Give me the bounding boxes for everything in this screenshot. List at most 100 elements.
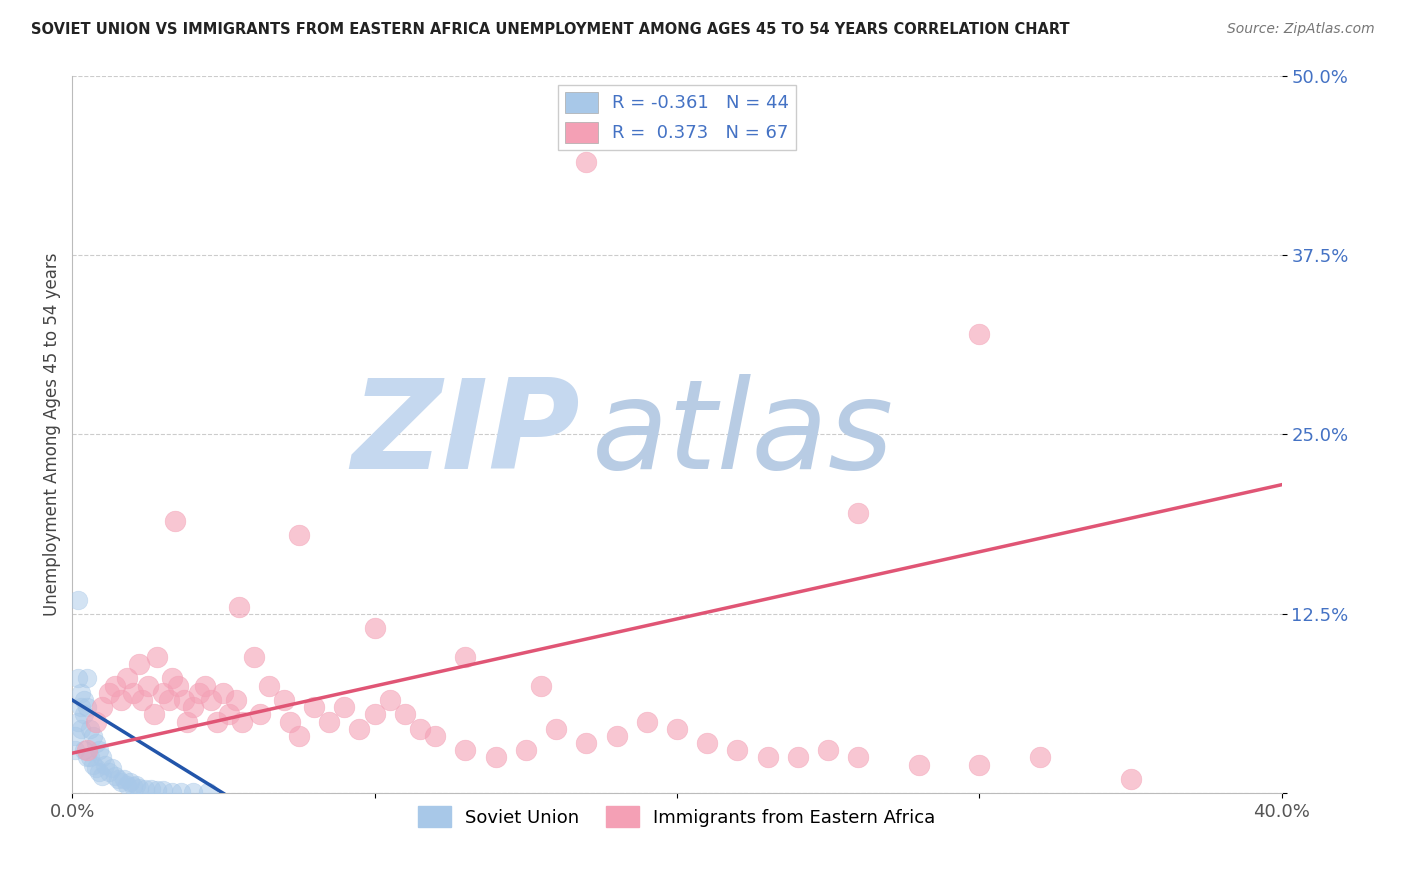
Point [302, 700, 325, 714]
Point [908, 757, 931, 772]
Point [484, 750, 506, 764]
Point [70, 722, 93, 736]
Point [76, 672, 98, 686]
Point [530, 679, 553, 693]
Point [73, 743, 96, 757]
Point [409, 722, 432, 736]
Point [89, 743, 111, 757]
Point [118, 775, 141, 789]
Point [756, 750, 779, 764]
Point [969, 326, 991, 341]
Text: SOVIET UNION VS IMMIGRANTS FROM EASTERN AFRICA UNEMPLOYMENT AMONG AGES 45 TO 54 : SOVIET UNION VS IMMIGRANTS FROM EASTERN … [31, 22, 1070, 37]
Point [848, 507, 870, 521]
Point [848, 750, 870, 764]
Point [91, 769, 114, 783]
Point [152, 783, 174, 797]
Point [242, 650, 264, 665]
Point [97, 686, 120, 700]
Point [257, 679, 280, 693]
Text: ZIP: ZIP [352, 374, 581, 495]
Point [76, 700, 98, 714]
Point [128, 657, 150, 672]
Point [288, 729, 311, 743]
Text: atlas: atlas [592, 374, 894, 495]
Point [82, 757, 104, 772]
Point [134, 782, 156, 797]
Y-axis label: Unemployment Among Ages 45 to 54 years: Unemployment Among Ages 45 to 54 years [44, 252, 60, 616]
Point [79, 722, 101, 736]
Point [454, 650, 477, 665]
Point [787, 750, 810, 764]
Point [228, 599, 250, 614]
Point [94, 757, 117, 772]
Point [67, 592, 90, 607]
Point [363, 707, 385, 722]
Point [89, 764, 111, 779]
Point [212, 686, 235, 700]
Point [278, 714, 301, 729]
Point [110, 693, 132, 707]
Point [125, 778, 148, 792]
Point [131, 693, 153, 707]
Point [200, 693, 222, 707]
Point [333, 700, 356, 714]
Point [79, 750, 101, 764]
Point [225, 693, 247, 707]
Point [176, 714, 198, 729]
Point [181, 785, 204, 799]
Point [605, 729, 627, 743]
Point [696, 736, 718, 750]
Point [665, 722, 688, 736]
Point [157, 693, 180, 707]
Point [73, 693, 96, 707]
Point [146, 650, 169, 665]
Point [394, 707, 416, 722]
Point [65, 729, 87, 743]
Point [86, 714, 108, 729]
Point [1029, 750, 1052, 764]
Point [231, 714, 253, 729]
Point [817, 743, 839, 757]
Point [65, 743, 87, 757]
Point [121, 686, 143, 700]
Point [1119, 772, 1142, 786]
Point [91, 700, 114, 714]
Point [515, 743, 537, 757]
Point [112, 772, 135, 786]
Text: Source: ZipAtlas.com: Source: ZipAtlas.com [1227, 22, 1375, 37]
Point [76, 750, 98, 764]
Point [76, 743, 98, 757]
Point [67, 714, 90, 729]
Point [128, 780, 150, 795]
Point [100, 760, 122, 774]
Point [142, 707, 165, 722]
Point [107, 772, 129, 786]
Point [115, 778, 138, 792]
Point [73, 707, 96, 722]
Point [115, 672, 138, 686]
Point [575, 154, 598, 169]
Point [727, 743, 749, 757]
Point [636, 714, 658, 729]
Point [170, 785, 193, 799]
Point [575, 736, 598, 750]
Point [173, 693, 195, 707]
Point [103, 679, 125, 693]
Point [139, 782, 162, 797]
Point [146, 783, 169, 797]
Point [249, 707, 271, 722]
Point [91, 750, 114, 764]
Point [136, 679, 159, 693]
Point [194, 679, 217, 693]
Legend: Soviet Union, Immigrants from Eastern Africa: Soviet Union, Immigrants from Eastern Af… [411, 799, 943, 835]
Point [152, 686, 174, 700]
Point [318, 714, 340, 729]
Point [121, 779, 143, 793]
Point [160, 785, 183, 799]
Point [349, 722, 371, 736]
Point [181, 700, 204, 714]
Point [160, 672, 183, 686]
Point [454, 743, 477, 757]
Point [207, 714, 229, 729]
Point [110, 775, 132, 789]
